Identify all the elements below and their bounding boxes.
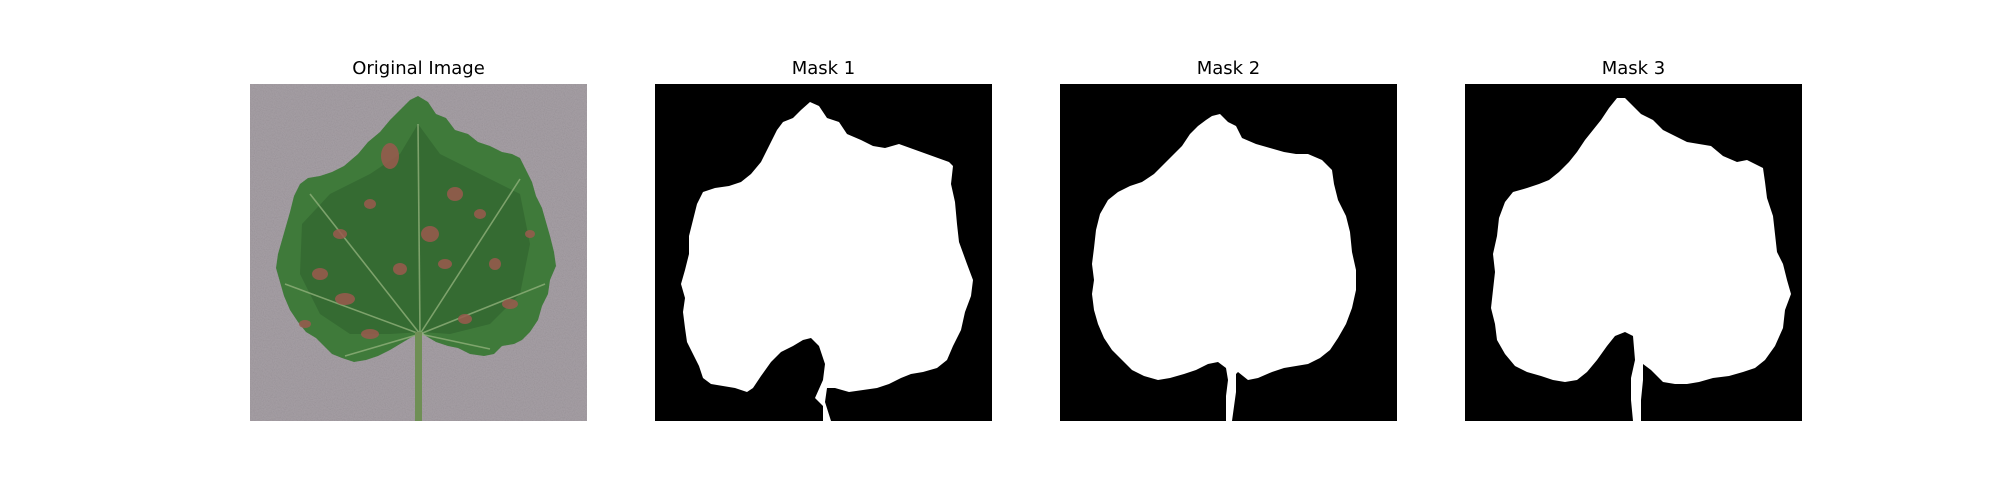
leaf-lesions [299,143,535,339]
mask-foreground [1491,98,1791,421]
mask-foreground [1092,114,1356,421]
mask-1-svg [655,84,992,421]
panel-mask-3: Mask 3 [1465,0,1802,500]
leaf-stem [415,332,422,421]
mask-image [1060,84,1397,421]
leaf-photo-svg [250,84,587,421]
leaf-photo [250,84,587,421]
mask-3-svg [1465,84,1802,421]
mask-foreground [681,102,973,421]
mask-2-svg [1060,84,1397,421]
panel-title: Original Image [352,58,485,79]
mask-image [655,84,992,421]
leaf-veins [284,123,546,357]
panel-title: Mask 3 [1601,58,1666,79]
panel-original-image: Original Image [250,0,587,500]
panel-mask-2: Mask 2 [1060,0,1397,500]
mask-image [1465,84,1802,421]
panel-title: Mask 1 [791,58,856,79]
leaf-shading [300,124,530,334]
panel-mask-1: Mask 1 [655,0,992,500]
panel-title: Mask 2 [1196,58,1261,79]
